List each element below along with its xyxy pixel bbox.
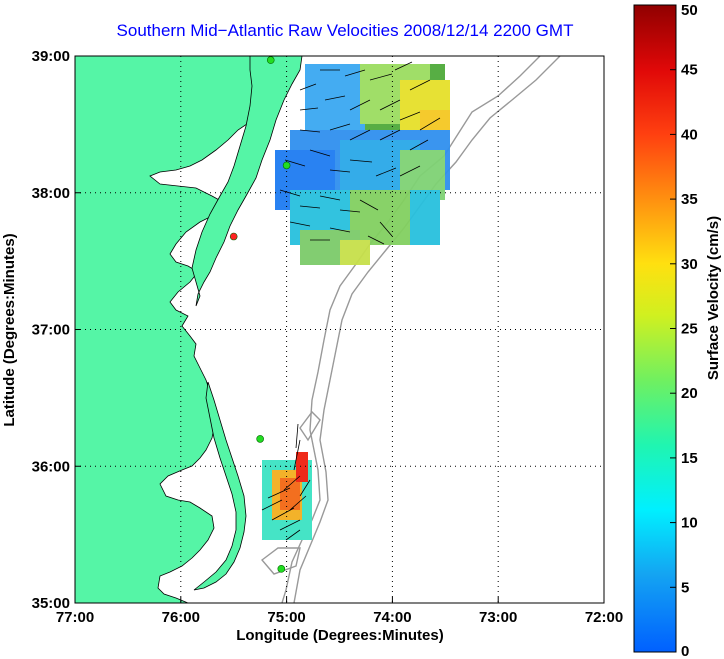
colorbar-tick-label: 30 <box>681 256 698 273</box>
velocity-field-north <box>275 64 450 265</box>
lon-tick-label: 73:00 <box>479 609 517 626</box>
lon-tick-label: 75:00 <box>267 609 305 626</box>
lon-tick-label: 72:00 <box>585 609 623 626</box>
station-marker <box>256 435 264 443</box>
lon-tick-label: 76:00 <box>162 609 200 626</box>
colorbar-tick-label: 50 <box>681 2 698 19</box>
lon-tick-label: 74:00 <box>373 609 411 626</box>
colorbar-tick-label: 35 <box>681 191 698 208</box>
longitude-ticks: 77:00 76:00 75:00 74:00 73:00 72:00 <box>56 597 623 626</box>
colorbar-gradient <box>633 4 677 653</box>
colorbar-tick-label: 25 <box>681 321 698 338</box>
velocity-field-south <box>262 452 312 540</box>
map-grid <box>75 56 604 603</box>
colorbar-tick-label: 5 <box>681 579 689 596</box>
station-marker <box>229 232 238 241</box>
map-title: Southern Mid−Atlantic Raw Velocities 200… <box>116 21 574 40</box>
lon-tick-label: 77:00 <box>56 609 94 626</box>
colorbar-tick-label: 10 <box>681 515 698 532</box>
outer-banks <box>193 381 247 591</box>
delmarva-peninsula <box>191 56 303 307</box>
colorbar-label: Surface Velocity (cm/s) <box>705 216 722 380</box>
y-axis-label: Latitude (Degrees:Minutes) <box>1 233 18 426</box>
station-marker <box>282 161 291 170</box>
lat-tick-label: 39:00 <box>32 48 70 65</box>
colorbar-tick-label: 15 <box>681 450 698 467</box>
lat-tick-label: 36:00 <box>32 458 70 475</box>
station-markers <box>229 56 291 573</box>
station-marker <box>277 565 286 573</box>
colorbar-tick-label: 0 <box>681 643 689 659</box>
lat-tick-label: 37:00 <box>32 322 70 339</box>
colorbar-tick-label: 40 <box>681 126 698 143</box>
x-axis-label: Longitude (Degrees:Minutes) <box>236 627 444 644</box>
colorbar-tick-label: 45 <box>681 62 698 79</box>
colorbar-tick-label: 20 <box>681 385 698 402</box>
latitude-ticks: 39:00 38:00 37:00 36:00 35:00 <box>32 48 81 612</box>
lat-tick-label: 38:00 <box>32 185 70 202</box>
station-marker <box>266 56 275 64</box>
lat-tick-label: 35:00 <box>32 595 70 612</box>
